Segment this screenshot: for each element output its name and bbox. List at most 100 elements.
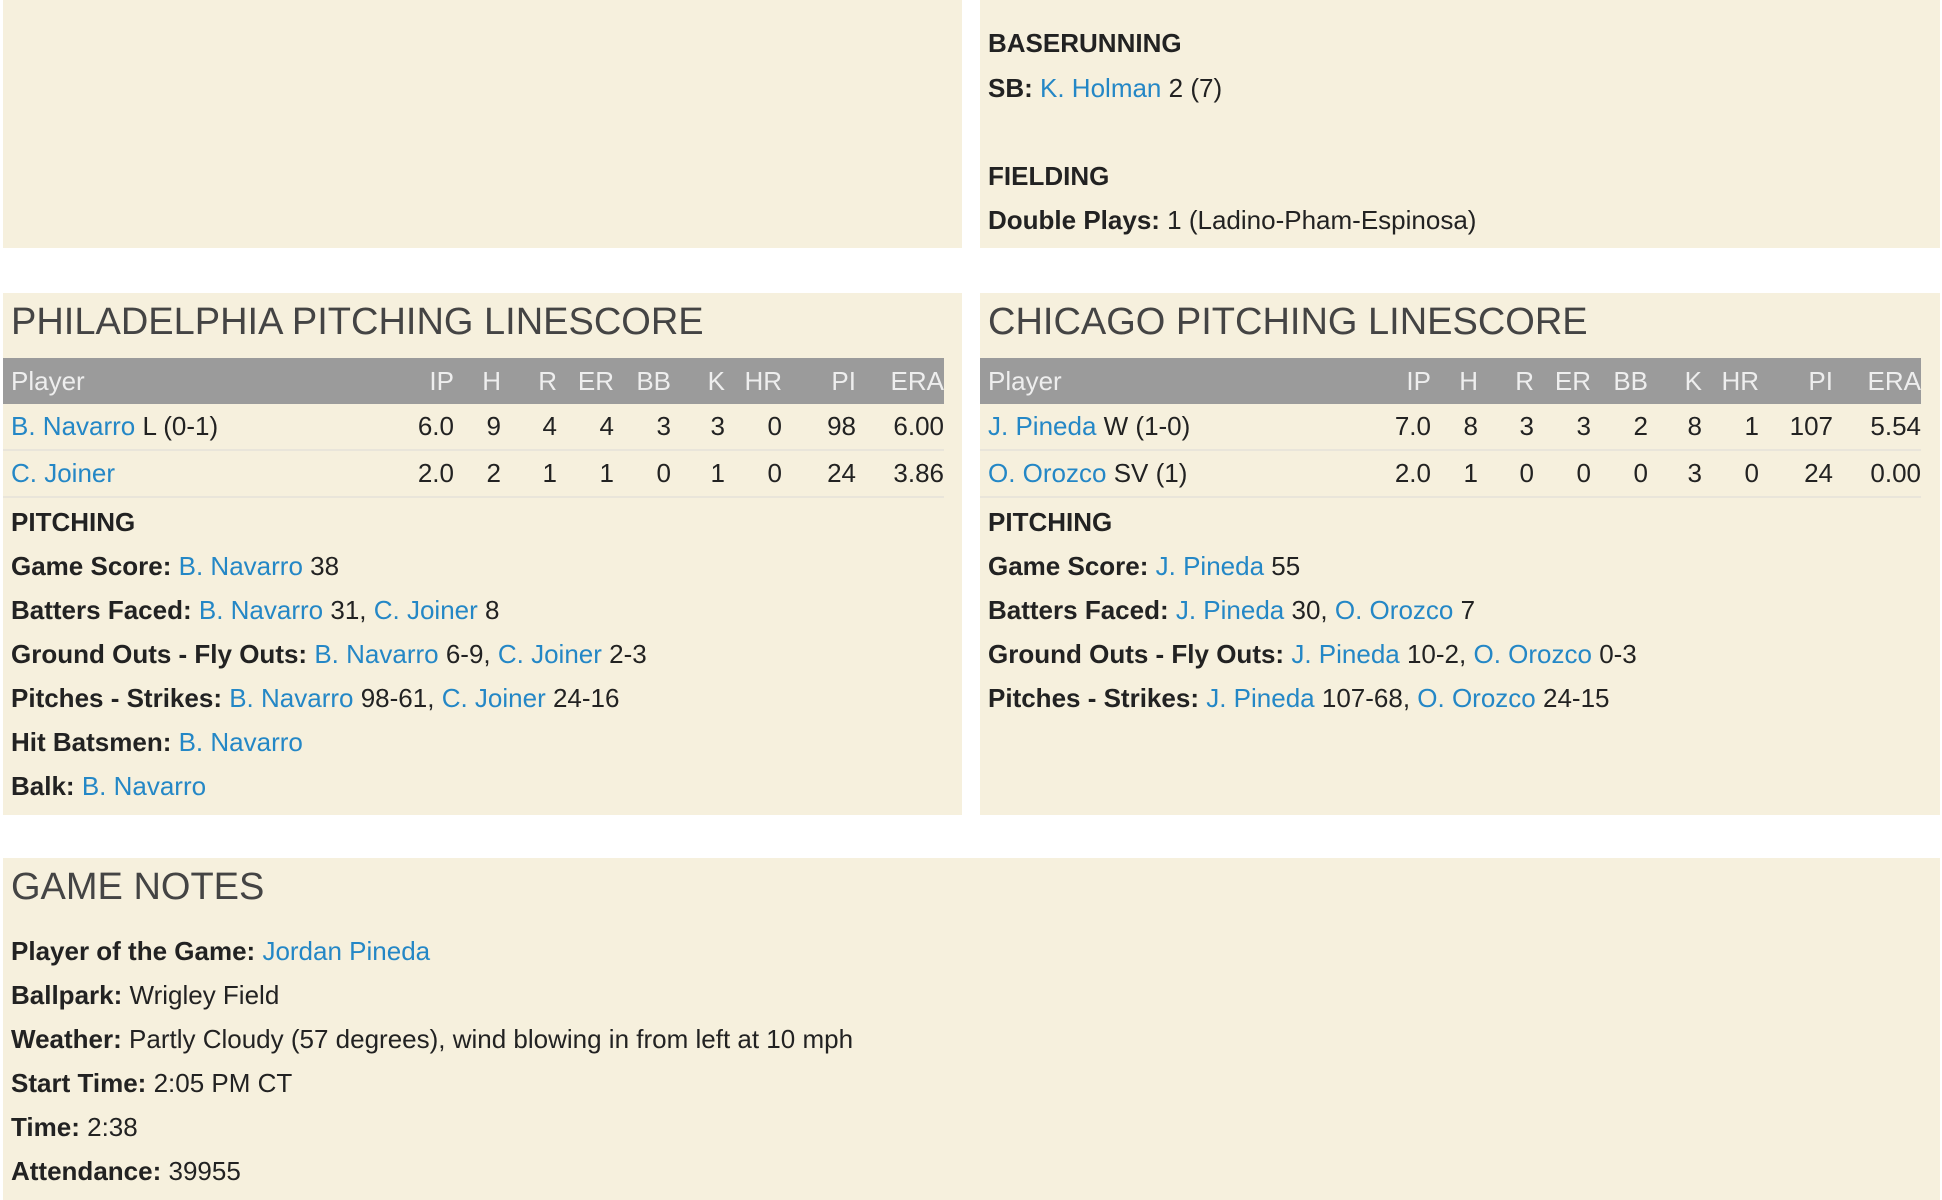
- stat-cell: 0: [1591, 450, 1648, 498]
- stat-cell: 8: [1431, 404, 1478, 451]
- player-link[interactable]: J. Pineda: [1155, 551, 1265, 581]
- stat-cell: 0: [725, 404, 782, 451]
- player-link[interactable]: C. Joiner: [11, 458, 116, 488]
- player-link[interactable]: B. Navarro: [229, 683, 354, 713]
- label: Attendance:: [11, 1156, 162, 1186]
- column-header[interactable]: Player: [980, 358, 1380, 404]
- dp-value: 1 (Ladino-Pham-Espinosa): [1167, 205, 1477, 235]
- table-row: C. Joiner 2.0 2 1 1 0 1 0 24 3.86: [3, 450, 944, 498]
- value: 30,: [1291, 595, 1328, 625]
- value: Partly Cloudy (57 degrees), wind blowing…: [129, 1024, 854, 1054]
- game-score-line: Game Score: J. Pineda 55: [988, 549, 1300, 583]
- pitches-strikes-line: Pitches - Strikes: J. Pineda 107-68, O. …: [988, 681, 1610, 715]
- pitching-table: Player IP H R ER BB K HR PI ERA J. Pineda W (1-0) 7…: [980, 358, 1921, 498]
- weather-line: Weather: Partly Cloudy (57 degrees), win…: [11, 1022, 853, 1056]
- player-link[interactable]: K. Holman: [1040, 73, 1162, 103]
- pitches-strikes-line: Pitches - Strikes: B. Navarro 98-61, C. …: [11, 681, 619, 715]
- stat-cell: 3: [1534, 404, 1591, 451]
- column-header[interactable]: H: [1431, 358, 1478, 404]
- hit-batsmen-line: Hit Batsmen: B. Navarro: [11, 725, 303, 759]
- player-link[interactable]: C. Joiner: [497, 639, 602, 669]
- column-header[interactable]: ER: [1534, 358, 1591, 404]
- player-link[interactable]: B. Navarro: [11, 411, 136, 441]
- player-link[interactable]: B. Navarro: [314, 639, 439, 669]
- stat-cell: 2.0: [1380, 450, 1431, 498]
- table-row: O. Orozco SV (1) 2.0 1 0 0 0 3 0 24 0.00: [980, 450, 1921, 498]
- stat-cell: 2: [1591, 404, 1648, 451]
- decision: L (0-1): [142, 411, 219, 441]
- column-header[interactable]: Player: [3, 358, 403, 404]
- go-fo-line: Ground Outs - Fly Outs: J. Pineda 10-2, …: [988, 637, 1637, 671]
- decision: SV (1): [1113, 458, 1188, 488]
- label: Batters Faced:: [988, 595, 1169, 625]
- column-header[interactable]: ER: [557, 358, 614, 404]
- pitching-heading: PITCHING: [11, 507, 136, 537]
- player-link[interactable]: Jordan Pineda: [262, 936, 431, 966]
- stat-cell: 6.0: [403, 404, 454, 451]
- philadelphia-pitching-panel: PHILADELPHIA PITCHING LINESCORE Player IP H…: [3, 293, 962, 815]
- column-header[interactable]: ERA: [1833, 358, 1921, 404]
- panel-title: PHILADELPHIA PITCHING LINESCORE: [11, 301, 704, 343]
- value: Wrigley Field: [129, 980, 280, 1010]
- column-header[interactable]: IP: [1380, 358, 1431, 404]
- label: Weather:: [11, 1024, 122, 1054]
- player-link[interactable]: J. Pineda: [1291, 639, 1400, 669]
- table-header: Player IP H R ER BB K HR PI ERA: [980, 358, 1921, 404]
- go-fo-line: Ground Outs - Fly Outs: B. Navarro 6-9, …: [11, 637, 647, 671]
- value: 2:05 PM CT: [153, 1068, 293, 1098]
- player-link[interactable]: C. Joiner: [373, 595, 478, 625]
- column-header[interactable]: K: [671, 358, 725, 404]
- column-header[interactable]: HR: [1702, 358, 1759, 404]
- player-link[interactable]: B. Navarro: [81, 771, 207, 801]
- label: Batters Faced:: [11, 595, 192, 625]
- column-header[interactable]: BB: [614, 358, 671, 404]
- start-time-line: Start Time: 2:05 PM CT: [11, 1066, 292, 1100]
- column-header[interactable]: R: [1478, 358, 1534, 404]
- baserunning-heading: BASERUNNING: [988, 28, 1182, 58]
- ballpark-line: Ballpark: Wrigley Field: [11, 978, 279, 1012]
- pitching-heading: PITCHING: [988, 507, 1113, 537]
- stat-cell: 2: [454, 450, 501, 498]
- game-notes-title: GAME NOTES: [11, 866, 265, 908]
- stat-cell: 1: [1431, 450, 1478, 498]
- double-plays-line: Double Plays: 1 (Ladino-Pham-Espinosa): [988, 203, 1476, 237]
- label: Ballpark:: [11, 980, 123, 1010]
- stat-cell: 3: [671, 404, 725, 451]
- value: 24-15: [1543, 683, 1610, 713]
- player-link[interactable]: O. Orozco: [1417, 683, 1536, 713]
- column-header[interactable]: H: [454, 358, 501, 404]
- column-header[interactable]: K: [1648, 358, 1702, 404]
- column-header[interactable]: HR: [725, 358, 782, 404]
- stat-cell: 0: [1702, 450, 1759, 498]
- player-link[interactable]: B. Navarro: [178, 727, 303, 757]
- player-link[interactable]: B. Navarro: [198, 595, 324, 625]
- stat-cell: 5.54: [1833, 404, 1921, 451]
- column-header[interactable]: PI: [782, 358, 856, 404]
- player-link[interactable]: B. Navarro: [178, 551, 303, 581]
- player-of-game-line: Player of the Game: Jordan Pineda: [11, 934, 430, 968]
- value: 39955: [168, 1156, 241, 1186]
- stat-cell: 1: [671, 450, 725, 498]
- player-link[interactable]: J. Pineda: [988, 411, 1097, 441]
- stat-cell: 4: [557, 404, 614, 451]
- value: 24-16: [552, 683, 620, 713]
- batters-faced-line: Batters Faced: B. Navarro 31, C. Joiner …: [11, 593, 500, 627]
- player-link[interactable]: J. Pineda: [1206, 683, 1315, 713]
- column-header[interactable]: R: [501, 358, 557, 404]
- pitching-table: Player IP H R ER BB K HR PI ERA B. Navarro L (0-1)…: [3, 358, 944, 498]
- column-header[interactable]: IP: [403, 358, 454, 404]
- player-link[interactable]: O. Orozco: [1334, 595, 1454, 625]
- label: Ground Outs - Fly Outs:: [11, 639, 308, 669]
- column-header[interactable]: BB: [1591, 358, 1648, 404]
- column-header[interactable]: PI: [1759, 358, 1833, 404]
- stat-cell: 0: [1478, 450, 1534, 498]
- stat-cell: 107: [1759, 404, 1833, 451]
- player-link[interactable]: O. Orozco: [988, 458, 1107, 488]
- panel-title: CHICAGO PITCHING LINESCORE: [988, 301, 1588, 343]
- dp-label: Double Plays:: [988, 205, 1160, 235]
- player-link[interactable]: O. Orozco: [1473, 639, 1592, 669]
- label: Player of the Game:: [11, 936, 256, 966]
- column-header[interactable]: ERA: [856, 358, 944, 404]
- player-link[interactable]: J. Pineda: [1175, 595, 1285, 625]
- player-link[interactable]: C. Joiner: [441, 683, 546, 713]
